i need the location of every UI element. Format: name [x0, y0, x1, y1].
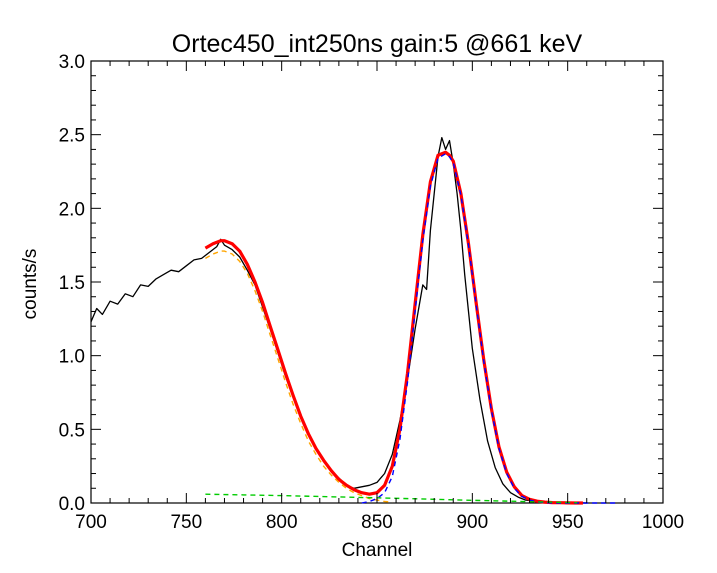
- x-tick-label: 900: [456, 512, 488, 533]
- series-line-3: [361, 153, 616, 504]
- x-tick-label: 1000: [642, 512, 684, 533]
- chart-title: Ortec450_int250ns gain:5 @661 keV: [172, 30, 583, 58]
- y-tick-label: 2.5: [59, 126, 85, 147]
- x-tick-label: 850: [361, 512, 393, 533]
- x-tick-label: 800: [266, 512, 298, 533]
- y-tick-label: 2.0: [59, 199, 85, 220]
- series-group: [90, 136, 616, 505]
- x-tick-label: 700: [75, 512, 107, 533]
- y-tick-label: 1.5: [59, 273, 85, 294]
- tick-labels: 700 750 800 850 900 950 1000 0.0 0.5 1.0 1.5 2.0 2.5…: [59, 52, 685, 533]
- y-tick-label: 1.0: [59, 347, 85, 368]
- plot-frame: [90, 60, 664, 504]
- x-tick-label: 750: [170, 512, 202, 533]
- y-tick-label: 0.0: [59, 494, 85, 515]
- y-tick-label: 3.0: [59, 52, 85, 73]
- y-tick-label: 0.5: [59, 420, 85, 441]
- x-tick-label: 950: [552, 512, 584, 533]
- axis-ticks: [90, 60, 664, 504]
- series-line-1: [204, 150, 583, 505]
- plot-area: [90, 60, 664, 504]
- y-axis-label: counts/s: [20, 249, 41, 320]
- series-line-0: [90, 136, 587, 504]
- x-axis-label: Channel: [342, 540, 413, 561]
- series-line-2: [205, 250, 393, 503]
